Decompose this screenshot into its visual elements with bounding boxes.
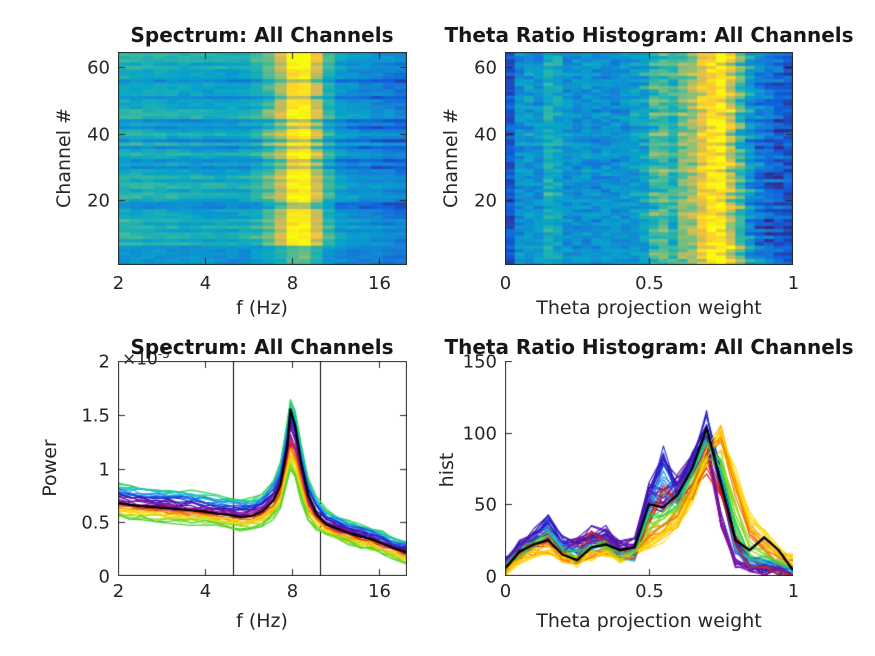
y-tick-label: 50: [474, 494, 497, 515]
y-tick-label: 1.5: [81, 405, 110, 426]
x-tick-label: 1: [787, 273, 800, 294]
x-tick-label: 8: [286, 581, 299, 602]
subplot-title-theta-lines: Theta Ratio Histogram: All Channels: [444, 335, 854, 359]
y-tick-label: 1: [98, 459, 110, 480]
y-tick-label: 150: [462, 351, 497, 372]
y-tick-label: 0: [485, 566, 497, 587]
y-tick-label: 20: [87, 190, 110, 211]
x-tick-label: 0.5: [635, 581, 664, 602]
theta-lines-plot: [505, 361, 793, 576]
y-axis-label-power: Power: [39, 439, 61, 497]
y-axis-exponent: ×10-5: [122, 347, 170, 370]
y-tick-label: 60: [87, 57, 110, 78]
spectrum-heatmap-plot: [118, 52, 407, 265]
x-tick-label: 0: [499, 581, 512, 602]
x-axis-label-theta-top: Theta projection weight: [536, 297, 762, 319]
x-tick-label: 0.5: [635, 273, 664, 294]
y-tick-label: 20: [474, 190, 497, 211]
y-tick-label: 2: [98, 351, 110, 372]
y-tick-label: 60: [474, 57, 497, 78]
x-tick-label: 4: [199, 273, 212, 294]
subplot-title-spectrum-lines: Spectrum: All Channels: [130, 335, 394, 359]
y-tick-label: 40: [474, 124, 497, 145]
spectrum-lines-plot: [118, 361, 407, 576]
x-tick-label: 2: [112, 273, 125, 294]
theta-heatmap-plot: [505, 52, 793, 265]
y-axis-label-channel-2: Channel #: [440, 108, 462, 208]
x-tick-label: 0: [499, 273, 512, 294]
x-axis-label-fhz-bottom: f (Hz): [236, 610, 288, 632]
x-axis-label-fhz-top: f (Hz): [236, 297, 288, 319]
x-tick-label: 1: [787, 581, 800, 602]
subplot-title-spectrum-heatmap: Spectrum: All Channels: [130, 23, 394, 47]
y-axis-label-hist: hist: [436, 452, 458, 488]
y-tick-label: 0: [98, 566, 110, 587]
x-tick-label: 16: [368, 581, 391, 602]
y-tick-label: 40: [87, 124, 110, 145]
x-tick-label: 4: [199, 581, 212, 602]
x-tick-label: 16: [368, 273, 391, 294]
y-tick-label: 0.5: [81, 512, 110, 533]
y-axis-label-channel-1: Channel #: [53, 108, 75, 208]
subplot-title-theta-heatmap: Theta Ratio Histogram: All Channels: [444, 23, 854, 47]
x-axis-label-theta-bottom: Theta projection weight: [536, 610, 762, 632]
y-tick-label: 100: [462, 423, 497, 444]
x-tick-label: 8: [286, 273, 299, 294]
x-tick-label: 2: [112, 581, 125, 602]
